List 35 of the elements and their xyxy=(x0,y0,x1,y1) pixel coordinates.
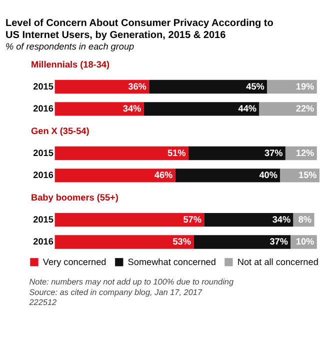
text: 222512 xyxy=(28,298,58,307)
data-label: 34% xyxy=(272,214,291,225)
y-tick-label: 2015 xyxy=(33,81,54,92)
data-label: 40% xyxy=(259,170,278,180)
source-note: Source: as cited in company blog, Jan 17, 2017 xyxy=(29,288,202,297)
data-label: 12% xyxy=(296,148,314,158)
data-label: 46% xyxy=(154,170,173,180)
y-tick-label: 2015 xyxy=(33,214,54,225)
y-tick-label: 2016 xyxy=(33,236,54,247)
data-label: 37% xyxy=(264,148,283,158)
data-label: 44% xyxy=(238,104,256,114)
annotation: Baby boomers (55+) xyxy=(31,192,118,202)
data-label: 53% xyxy=(172,236,191,247)
y-tick-label: 2015 xyxy=(33,148,54,158)
legend-label: Somewhat concerned xyxy=(128,256,216,267)
data-label: 57% xyxy=(183,214,202,225)
data-label: 45% xyxy=(246,81,264,92)
data-label: 10% xyxy=(296,236,314,247)
data-label: 37% xyxy=(270,236,288,247)
legend-label: Very concerned xyxy=(42,256,106,267)
y-tick-label: 2016 xyxy=(33,104,54,114)
chart-title: Level of Concern About Consumer Privacy According to US Internet Users, by Generation, 2015 & 2016 xyxy=(5,18,274,41)
data-label: 34% xyxy=(122,104,142,114)
chart-subtitle: % of respondents in each group xyxy=(5,42,134,52)
legend-label: Not at all concerned xyxy=(237,256,318,267)
annotation: Gen X (35-54) xyxy=(31,126,90,136)
annotation: Millennials (18-34) xyxy=(31,59,110,70)
data-label: 22% xyxy=(296,104,314,114)
data-label: 15% xyxy=(298,170,317,180)
y-tick-label: 2016 xyxy=(33,170,54,180)
data-label: 36% xyxy=(128,81,146,92)
data-label: 8% xyxy=(298,214,312,225)
data-label: 51% xyxy=(167,148,186,158)
data-label: 19% xyxy=(296,81,314,92)
text: Note: numbers may not add up to 100% due to rounding xyxy=(29,278,234,287)
